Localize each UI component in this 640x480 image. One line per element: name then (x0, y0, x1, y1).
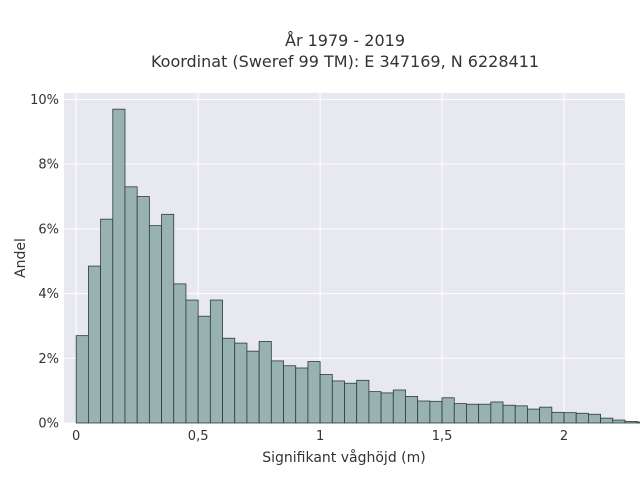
histogram-bar (466, 403, 480, 424)
histogram-bar (539, 406, 553, 424)
histogram-bar (75, 335, 89, 424)
histogram-bar (612, 419, 626, 424)
histogram-bar (222, 337, 236, 424)
histogram-bar (636, 421, 640, 424)
y-tick-label: 6% (38, 222, 59, 237)
histogram-bar (441, 397, 455, 424)
histogram-bar (478, 403, 492, 424)
histogram-bar (344, 382, 358, 424)
x-axis-ticks: 0 0,5 1 1,5 2 (72, 429, 568, 444)
histogram-bar (87, 265, 101, 424)
histogram-bar (563, 412, 577, 424)
histogram-bar (136, 196, 150, 424)
histogram-bar (624, 420, 638, 424)
y-tick-label: 2% (38, 352, 59, 367)
histogram-bar (490, 401, 504, 424)
y-axis-title: Andel (13, 238, 29, 278)
histogram-bar (575, 412, 589, 424)
chart-title-line-2: Koordinat (Sweref 99 TM): E 347169, N 62… (151, 52, 539, 71)
histogram-bar (368, 391, 382, 424)
y-axis-ticks: 0% 2% 4% 6% 8% 10% (30, 93, 59, 432)
histogram-bar (356, 379, 370, 424)
histogram-bar (514, 405, 528, 424)
x-axis-title: Signifikant våghöjd (m) (262, 449, 425, 466)
histogram-bar (307, 361, 321, 424)
histogram-bar (246, 350, 260, 424)
y-tick-label: 10% (30, 93, 59, 108)
x-tick-label: 2 (560, 429, 568, 444)
histogram-bar (405, 396, 419, 424)
histogram-bar (161, 213, 175, 424)
histogram-bar (380, 392, 394, 424)
histogram-bar (319, 374, 333, 424)
histogram-bar (417, 400, 431, 424)
histogram-bar (185, 299, 199, 424)
histogram-bar (197, 315, 211, 424)
histogram-bar (527, 408, 541, 424)
histogram-bar (270, 360, 284, 424)
histogram-bar (112, 108, 126, 424)
histogram-bar (234, 342, 248, 424)
histogram-bar (551, 411, 565, 424)
histogram-bar (331, 380, 345, 424)
histogram-bar (295, 367, 309, 424)
x-tick-label: 1,5 (432, 429, 453, 444)
y-tick-label: 4% (38, 287, 59, 302)
histogram-bar (209, 299, 223, 424)
histogram-bar (124, 186, 138, 424)
x-tick-label: 0 (72, 429, 80, 444)
chart-title-line-1: År 1979 - 2019 (285, 31, 405, 50)
x-tick-label: 1 (316, 429, 324, 444)
histogram-bar (600, 417, 614, 424)
histogram-bar (173, 283, 187, 424)
y-tick-label: 0% (38, 417, 59, 432)
histogram-bar (429, 400, 443, 424)
histogram-bar (258, 341, 272, 424)
histogram-bars (75, 108, 640, 424)
histogram-bar (502, 404, 516, 424)
x-tick-label: 0,5 (188, 429, 209, 444)
y-tick-label: 8% (38, 158, 59, 173)
histogram-bar (148, 225, 162, 424)
histogram-bar (283, 365, 297, 424)
histogram-bar (588, 413, 602, 424)
histogram-bar (453, 403, 467, 424)
histogram-bar (100, 218, 114, 424)
histogram-bar (392, 389, 406, 424)
